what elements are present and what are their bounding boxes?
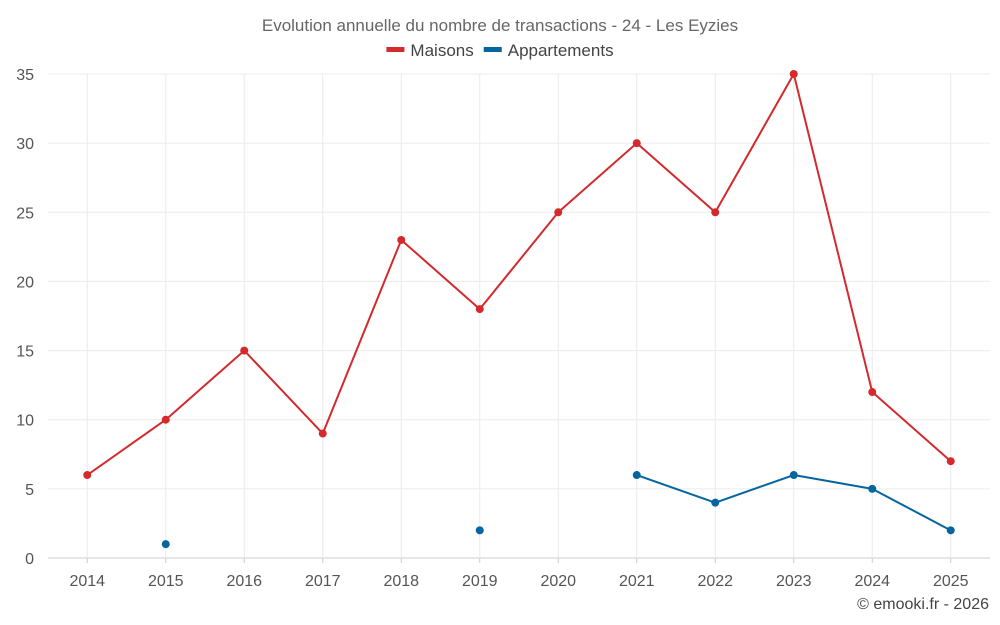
y-axis-ticks: 0 5 10 15 20 25 30 35 xyxy=(16,67,34,568)
series-appartements xyxy=(161,471,955,549)
x-tick-label: 2014 xyxy=(69,573,105,590)
chart-title: Evolution annuelle du nombre de transact… xyxy=(262,16,738,35)
x-tick-label: 2023 xyxy=(776,573,812,590)
x-tick-label: 2017 xyxy=(305,573,341,590)
data-point-maisons-2021 xyxy=(632,139,641,148)
credit-text: © emooki.fr - 2026 xyxy=(857,596,989,613)
data-point-appartements-2022 xyxy=(711,498,720,507)
x-tick-label: 2020 xyxy=(540,573,576,590)
x-tick-label: 2019 xyxy=(462,573,498,590)
legend-label: Maisons xyxy=(410,41,473,60)
data-point-maisons-2019 xyxy=(475,305,484,314)
series-line-maisons xyxy=(86,73,952,476)
x-axis-ticks: 2014 2015 2016 2017 2018 2019 2020 2021 2022 2023… xyxy=(69,558,969,590)
data-point-appartements-2023 xyxy=(789,471,798,480)
data-point-maisons-2018 xyxy=(397,235,406,244)
y-tick-label: 0 xyxy=(25,551,34,568)
x-tick-label: 2018 xyxy=(383,573,419,590)
data-point-maisons-2020 xyxy=(554,208,563,217)
data-point-maisons-2022 xyxy=(711,208,720,217)
y-tick-label: 10 xyxy=(16,413,34,430)
x-tick-label: 2025 xyxy=(933,573,969,590)
data-point-appartements-2019 xyxy=(475,526,484,535)
series-maisons xyxy=(83,70,955,480)
legend: Maisons Appartements xyxy=(386,41,614,60)
x-gridlines xyxy=(86,74,952,558)
x-tick-label: 2022 xyxy=(697,573,733,590)
data-point-appartements-2015 xyxy=(161,540,170,549)
data-point-appartements-2021 xyxy=(632,471,641,480)
y-tick-label: 15 xyxy=(16,344,34,361)
y-tick-label: 30 xyxy=(16,136,34,153)
data-point-appartements-2025 xyxy=(946,526,955,535)
y-tick-label: 20 xyxy=(16,274,34,291)
legend-swatch-appartements xyxy=(483,47,502,52)
x-tick-label: 2024 xyxy=(854,573,890,590)
x-tick-label: 2021 xyxy=(619,573,655,590)
y-tick-label: 5 xyxy=(25,482,34,499)
y-tick-label: 25 xyxy=(16,205,34,222)
data-point-maisons-2025 xyxy=(946,457,955,466)
y-gridlines xyxy=(48,73,990,559)
data-point-maisons-2024 xyxy=(868,388,877,397)
series-layer xyxy=(83,70,955,549)
data-point-maisons-2014 xyxy=(83,471,92,480)
y-tick-label: 35 xyxy=(16,67,34,84)
data-point-maisons-2017 xyxy=(318,429,327,438)
data-point-maisons-2015 xyxy=(161,415,170,424)
x-tick-label: 2016 xyxy=(226,573,262,590)
x-tick-label: 2015 xyxy=(148,573,184,590)
data-point-appartements-2024 xyxy=(868,484,877,493)
data-point-maisons-2016 xyxy=(240,346,249,355)
legend-swatch-maisons xyxy=(386,47,405,52)
legend-label: Appartements xyxy=(508,41,614,60)
data-point-maisons-2023 xyxy=(789,70,798,78)
